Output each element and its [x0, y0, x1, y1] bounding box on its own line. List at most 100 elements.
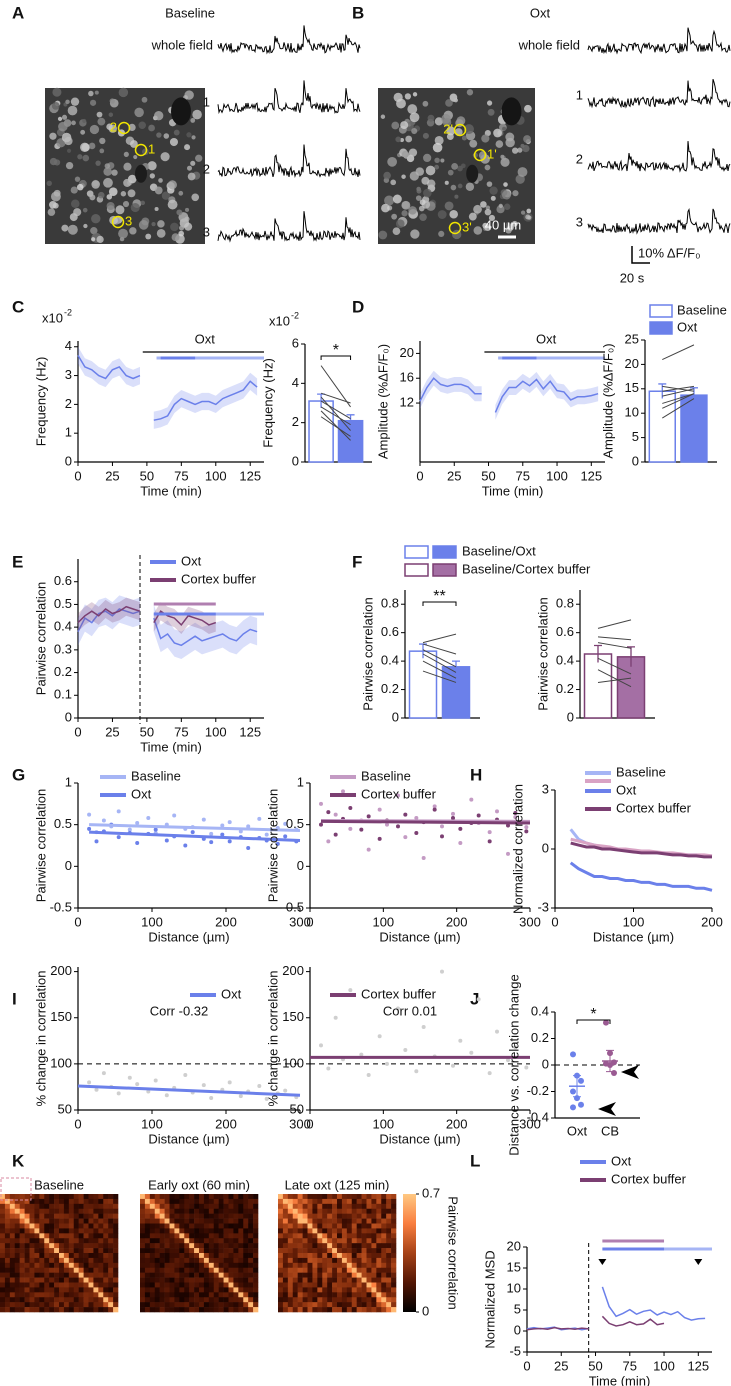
heatmap-cell	[39, 1257, 45, 1264]
heatmap-cell	[253, 1218, 259, 1224]
trace-scale-bar	[631, 246, 650, 264]
cell	[412, 92, 418, 97]
heatmap-cell	[39, 1198, 45, 1205]
heatmap-cell	[179, 1307, 185, 1313]
heatmap-cell	[287, 1208, 294, 1214]
heatmap-cell	[194, 1277, 200, 1283]
heatmap-cell	[248, 1282, 254, 1288]
cell	[442, 117, 452, 127]
heatmap-cell	[184, 1277, 190, 1283]
heatmap-cell	[327, 1213, 333, 1219]
line	[77, 608, 258, 647]
heatmap-cell	[194, 1208, 200, 1214]
heatmap-cell	[140, 1194, 146, 1200]
heatmap-cell	[346, 1292, 353, 1298]
cell	[70, 97, 80, 106]
heatmap-cell	[34, 1194, 40, 1200]
heatmap-cell	[223, 1213, 229, 1219]
heatmap-cell	[208, 1307, 215, 1313]
heatmap-cell	[108, 1262, 114, 1269]
heatmap-cell	[238, 1218, 244, 1224]
heatmap-cell	[108, 1194, 114, 1200]
heatmap-cell	[322, 1277, 328, 1283]
heatmap-cell	[59, 1228, 65, 1234]
heatmap-cell	[253, 1272, 259, 1278]
heatmap-cell	[34, 1277, 40, 1283]
point	[524, 829, 529, 834]
point	[458, 1038, 463, 1043]
heatmap-cell	[376, 1292, 382, 1298]
heatmap-cell	[73, 1267, 79, 1273]
cell	[156, 132, 162, 138]
heatmap-cell	[113, 1267, 119, 1273]
heatmap-cell	[376, 1253, 382, 1259]
heatmap-cell	[113, 1213, 119, 1219]
heatmap-cell	[174, 1238, 180, 1244]
heatmap-cell	[238, 1243, 244, 1249]
heatmap-cell	[218, 1302, 224, 1308]
heatmap-cell	[169, 1218, 175, 1224]
heatmap-cell	[113, 1257, 119, 1264]
heatmap-cell	[292, 1218, 298, 1224]
heatmap-cell	[233, 1233, 239, 1239]
heatmap-cell	[29, 1198, 35, 1205]
heatmap-cell	[44, 1198, 50, 1205]
heatmap-cell	[228, 1248, 234, 1254]
y-tick-label: 0.5	[54, 816, 72, 831]
heatmap-cell	[93, 1297, 99, 1303]
y-tick-label: 15	[625, 380, 639, 395]
heatmap-cell	[391, 1208, 397, 1214]
line	[419, 377, 599, 413]
heatmap-cell	[44, 1218, 50, 1224]
y-tick-label: 0	[292, 453, 299, 468]
heatmap-cell	[386, 1297, 392, 1303]
heatmap-cell	[203, 1272, 210, 1278]
heatmap-cell	[29, 1223, 35, 1229]
heatmap-cell	[0, 1208, 6, 1214]
cell	[502, 126, 507, 131]
y-tick-label: 0.2	[381, 681, 399, 696]
heatmap-cell	[199, 1218, 205, 1224]
heatmap-cell	[159, 1218, 165, 1224]
heatmap-cell	[317, 1282, 323, 1288]
heatmap-cell	[49, 1253, 55, 1259]
heatmap-cell	[337, 1292, 343, 1298]
heatmap-cell	[322, 1194, 328, 1200]
cell	[454, 194, 459, 199]
heatmap-cell	[9, 1218, 16, 1224]
heatmap-cell	[341, 1307, 348, 1313]
heatmap-cell	[29, 1248, 35, 1254]
heatmap-cell	[149, 1238, 156, 1244]
line	[526, 1315, 665, 1331]
heatmap-cell	[371, 1307, 377, 1313]
heatmap-cell	[292, 1248, 298, 1254]
trace	[587, 27, 731, 55]
heatmap-cell	[149, 1277, 156, 1283]
heatmap-cell	[292, 1297, 298, 1303]
heatmap-cell	[63, 1257, 70, 1264]
heatmap-cell	[98, 1228, 104, 1234]
heatmap-cell	[391, 1287, 397, 1293]
heatmap-cell	[49, 1218, 55, 1224]
heatmap-cell	[9, 1253, 16, 1259]
heatmap-cell	[194, 1248, 200, 1254]
heatmap-cell	[44, 1228, 50, 1234]
heatmap-cell	[356, 1223, 362, 1229]
heatmap-cell	[302, 1238, 308, 1244]
heatmap-cell	[0, 1282, 6, 1288]
heatmap-cell	[49, 1277, 55, 1283]
point	[326, 1066, 331, 1071]
heatmap-cell	[103, 1243, 109, 1249]
cell	[495, 140, 504, 148]
heatmap-cell	[228, 1203, 234, 1210]
heatmap-cell	[93, 1213, 99, 1219]
y-axis-label: Pairwise correlation	[535, 597, 550, 710]
heatmap-cell	[332, 1277, 338, 1283]
x-tick-label: 125	[239, 724, 261, 739]
heatmap-cell	[297, 1277, 303, 1283]
heatmap-cell	[174, 1243, 180, 1249]
heatmap-cell	[189, 1297, 195, 1303]
heatmap-cell	[302, 1267, 308, 1273]
legend-swatch	[404, 545, 429, 559]
